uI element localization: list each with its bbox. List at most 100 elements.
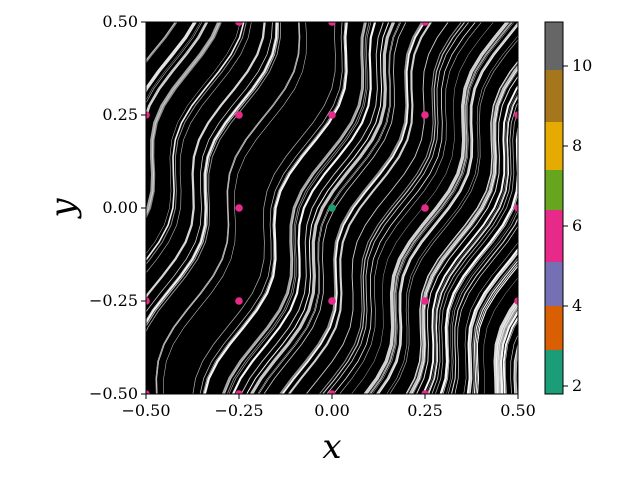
trajectory-streak bbox=[146, 22, 282, 334]
trajectory-streak bbox=[431, 101, 518, 394]
highlight-point bbox=[421, 111, 429, 119]
trajectory-streak bbox=[363, 22, 510, 394]
trajectory-streak bbox=[408, 64, 518, 394]
highlight-point bbox=[514, 204, 518, 212]
trajectory-streak bbox=[326, 22, 470, 394]
highlight-point bbox=[328, 22, 336, 26]
trajectory-streak bbox=[503, 318, 518, 394]
colorbar-band bbox=[545, 306, 563, 350]
trajectory-streak bbox=[411, 68, 518, 394]
trajectory-streak bbox=[199, 22, 343, 394]
trajectory-streak bbox=[146, 22, 221, 216]
highlight-point bbox=[235, 22, 243, 26]
trajectory-streak bbox=[368, 22, 512, 394]
trajectory-streak bbox=[389, 39, 518, 394]
colorbar-band bbox=[545, 210, 563, 262]
trajectory-streak bbox=[146, 22, 198, 94]
trajectory-streak bbox=[203, 22, 348, 394]
trajectory-streak bbox=[475, 262, 518, 394]
trajectory-streak bbox=[287, 22, 433, 394]
trajectory-streak bbox=[156, 22, 301, 394]
trajectory-streak bbox=[305, 22, 449, 394]
colorbar-band bbox=[545, 122, 563, 170]
trajectory-streak bbox=[472, 257, 518, 394]
trajectory-streak bbox=[434, 110, 518, 394]
trajectory-streak bbox=[466, 247, 518, 394]
trajectory-streak bbox=[483, 277, 518, 394]
colorbar-tick-label: 8 bbox=[572, 136, 582, 155]
trajectory-streak bbox=[146, 22, 203, 104]
trajectory-streak bbox=[493, 297, 518, 394]
trajectory-streak bbox=[428, 95, 518, 394]
trajectory-streak bbox=[202, 22, 346, 394]
colorbar-tick-label: 4 bbox=[572, 296, 582, 315]
highlight-point bbox=[421, 22, 429, 26]
trajectory-streak bbox=[146, 22, 201, 101]
trajectory-streak bbox=[221, 22, 367, 394]
trajectory-streak bbox=[416, 75, 518, 394]
trajectory-streak bbox=[146, 22, 209, 120]
colorbar-band bbox=[545, 262, 563, 306]
highlight-points bbox=[146, 22, 518, 394]
trajectory-streak bbox=[278, 22, 424, 394]
y-tick-label: −0.50 bbox=[89, 384, 138, 403]
x-tick-label: −0.25 bbox=[214, 401, 263, 420]
trajectory-streak bbox=[450, 216, 518, 394]
colorbar-ticks: 2 4 6 8 10 bbox=[563, 56, 592, 395]
colorbar-band bbox=[545, 170, 563, 210]
trajectory-streak bbox=[146, 22, 266, 299]
highlight-point bbox=[328, 111, 336, 119]
trajectory-streak bbox=[412, 70, 518, 394]
trajectory-streak bbox=[370, 22, 513, 394]
trajectory-streak bbox=[406, 62, 518, 394]
trajectory-streak bbox=[332, 22, 476, 394]
trajectory-streak bbox=[552, 3, 640, 412]
trajectory-streak bbox=[553, 3, 640, 412]
trajectory-streak bbox=[378, 24, 518, 394]
highlight-point bbox=[328, 297, 336, 305]
trajectory-streak bbox=[503, 316, 518, 394]
trajectory-streak bbox=[510, 333, 518, 394]
trajectory-streak bbox=[163, 22, 307, 394]
highlight-point bbox=[328, 204, 336, 212]
highlight-point bbox=[146, 297, 150, 305]
y-tick-label: −0.25 bbox=[89, 291, 138, 310]
trajectory-streak bbox=[318, 22, 463, 394]
colorbar-band bbox=[545, 350, 563, 394]
trajectory-streak bbox=[146, 22, 279, 327]
trajectory-streak bbox=[371, 22, 515, 394]
trajectory-streak bbox=[228, 22, 372, 394]
trajectory-streak bbox=[240, 22, 384, 394]
trajectory-streak bbox=[146, 22, 247, 265]
colorbar-band bbox=[545, 22, 563, 70]
highlight-point bbox=[235, 204, 243, 212]
highlight-point bbox=[235, 111, 243, 119]
trajectory-streak bbox=[454, 225, 518, 394]
x-axis-label: x bbox=[322, 427, 341, 467]
trajectory-streak bbox=[192, 22, 336, 394]
colorbar-frame bbox=[544, 21, 564, 395]
trajectory-streak bbox=[463, 242, 518, 394]
trajectory-streak bbox=[426, 93, 518, 394]
trajectory-streak bbox=[476, 265, 518, 394]
trajectory-streak bbox=[339, 22, 482, 394]
trajectory-streaks bbox=[146, 3, 640, 412]
highlight-point bbox=[514, 297, 518, 305]
trajectory-streak bbox=[448, 210, 518, 394]
y-tick-label: 0.50 bbox=[102, 12, 138, 31]
trajectory-streak bbox=[249, 22, 396, 394]
y-axis-ticks: −0.50 −0.25 0.00 0.25 0.50 bbox=[89, 12, 146, 403]
highlight-point bbox=[514, 111, 518, 119]
trajectory-streak bbox=[439, 123, 518, 394]
y-axis-label: y bbox=[43, 198, 83, 220]
x-tick-label: −0.50 bbox=[121, 401, 170, 420]
trajectory-streak bbox=[146, 22, 279, 327]
trajectory-streak bbox=[146, 22, 273, 313]
trajectory-streak bbox=[246, 22, 390, 394]
trajectory-streak bbox=[146, 22, 279, 325]
trajectory-streak bbox=[322, 22, 466, 394]
trajectory-streak bbox=[405, 61, 518, 394]
colorbar-tick-label: 6 bbox=[572, 216, 582, 235]
trajectory-streak bbox=[473, 259, 518, 394]
